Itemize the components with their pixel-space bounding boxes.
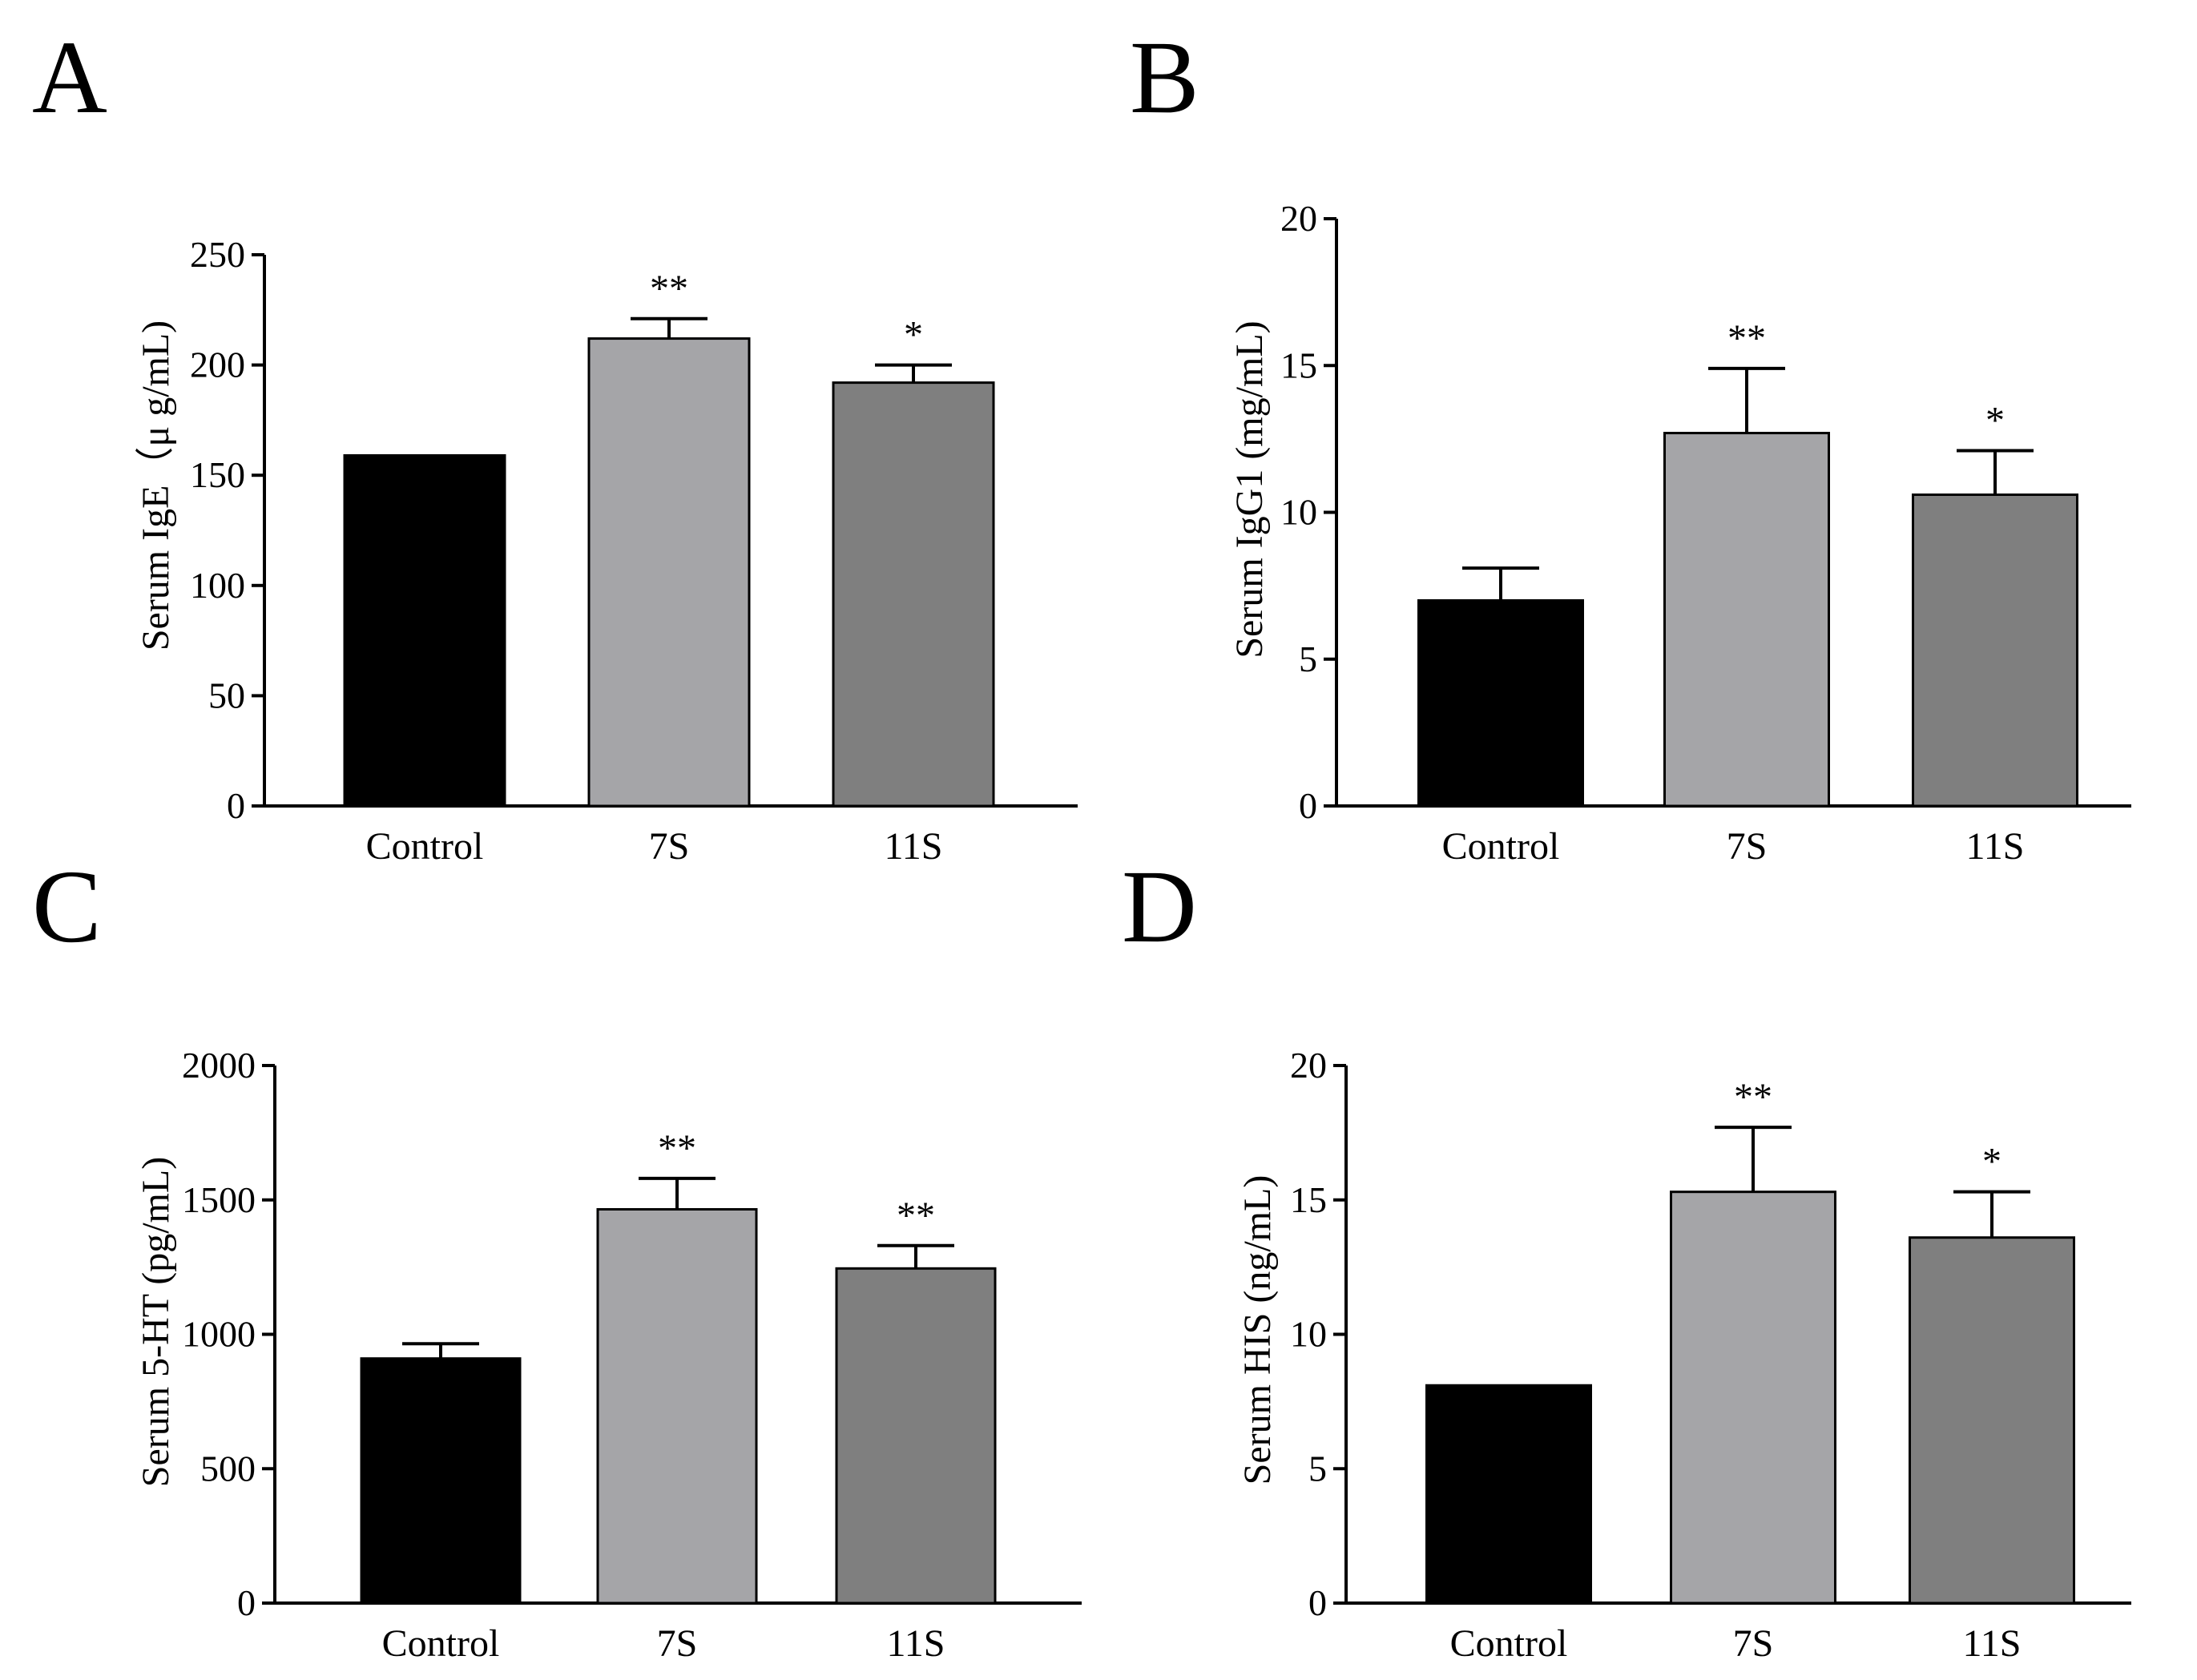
y-axis-label: Serum 5-HT (pg/mL) bbox=[135, 1157, 177, 1487]
y-tick-label: 20 bbox=[1290, 1045, 1327, 1086]
y-axis-label: Serum HIS (ng/mL) bbox=[1236, 1175, 1279, 1485]
bar-7s bbox=[1663, 432, 1830, 808]
x-tick-label: 7S bbox=[1733, 1622, 1774, 1665]
y-tick-label: 10 bbox=[1290, 1314, 1327, 1355]
y-tick-label: 500 bbox=[200, 1448, 256, 1489]
bar-control bbox=[360, 1357, 522, 1605]
significance-marker: * bbox=[904, 314, 923, 357]
bar-7s bbox=[1670, 1191, 1836, 1605]
bar-7s bbox=[587, 337, 751, 808]
panel-c: C 0 500 1000 1500 2000 Serum 5-HT (pg/mL) Contr… bbox=[32, 849, 1082, 1665]
y-tick-label: 1000 bbox=[182, 1314, 256, 1355]
y-tick-label: 150 bbox=[190, 454, 245, 495]
x-tick-label: Control bbox=[1450, 1622, 1568, 1665]
y-tick-label: 5 bbox=[1299, 639, 1317, 679]
x-tick-label: 11S bbox=[1963, 1622, 2022, 1665]
y-tick-label: 0 bbox=[1308, 1582, 1327, 1623]
y-axis-label: Serum IgE（μ g/mL) bbox=[135, 320, 177, 651]
y-tick-label: 250 bbox=[190, 234, 245, 275]
bar-11s bbox=[832, 381, 995, 808]
bar-7s bbox=[596, 1207, 758, 1605]
y-tick-label: 0 bbox=[237, 1582, 256, 1623]
bar-control bbox=[1417, 598, 1584, 808]
bar-control bbox=[343, 453, 506, 808]
bar-11s bbox=[835, 1267, 997, 1605]
significance-marker: ** bbox=[1734, 1076, 1772, 1118]
y-tick-label: 15 bbox=[1290, 1179, 1327, 1220]
x-tick-label: Control bbox=[382, 1622, 500, 1665]
bar-11s bbox=[1909, 1236, 2075, 1605]
panel-letter: B bbox=[1130, 20, 1199, 135]
significance-marker: ** bbox=[897, 1195, 935, 1237]
significance-marker: ** bbox=[1727, 317, 1766, 360]
x-tick-label: 11S bbox=[887, 1622, 945, 1665]
x-tick-label: 11S bbox=[885, 825, 943, 868]
y-tick-label: 200 bbox=[190, 344, 245, 385]
y-tick-label: 1500 bbox=[182, 1179, 256, 1220]
x-tick-label: 7S bbox=[649, 825, 690, 868]
x-tick-label: 7S bbox=[1727, 825, 1768, 868]
y-tick-label: 5 bbox=[1308, 1448, 1327, 1489]
y-tick-label: 15 bbox=[1280, 344, 1317, 385]
x-tick-label: Control bbox=[1442, 825, 1560, 868]
panel-a: A 0 50 100 150 200 250 Serum IgE（μ g/mL) Control… bbox=[32, 20, 1078, 868]
y-tick-label: 0 bbox=[227, 785, 245, 826]
panel-letter: D bbox=[1122, 849, 1197, 965]
panel-b: B 0 5 10 15 20 Serum IgG1 (mg/mL) Control 7S ** 11… bbox=[1130, 20, 2131, 868]
y-tick-label: 50 bbox=[208, 675, 245, 715]
panel-letter: C bbox=[32, 849, 102, 965]
significance-marker: ** bbox=[650, 268, 688, 310]
y-tick-label: 100 bbox=[190, 565, 245, 606]
significance-marker: * bbox=[1985, 400, 2005, 442]
y-tick-label: 20 bbox=[1280, 198, 1317, 239]
panel-d: D 0 5 10 15 20 Serum HIS (ng/mL) Control 7S ** 11S… bbox=[1122, 849, 2131, 1665]
panel-letter: A bbox=[32, 20, 107, 135]
y-tick-label: 0 bbox=[1299, 785, 1317, 826]
bar-11s bbox=[1912, 494, 2078, 808]
significance-marker: * bbox=[1982, 1141, 2001, 1183]
y-tick-label: 2000 bbox=[182, 1045, 256, 1086]
y-axis-label: Serum IgG1 (mg/mL) bbox=[1228, 320, 1271, 658]
x-tick-label: Control bbox=[366, 825, 484, 868]
x-tick-label: 11S bbox=[1966, 825, 2025, 868]
y-tick-label: 10 bbox=[1280, 492, 1317, 533]
bar-control bbox=[1425, 1384, 1592, 1605]
significance-marker: ** bbox=[658, 1127, 696, 1170]
x-tick-label: 7S bbox=[657, 1622, 698, 1665]
